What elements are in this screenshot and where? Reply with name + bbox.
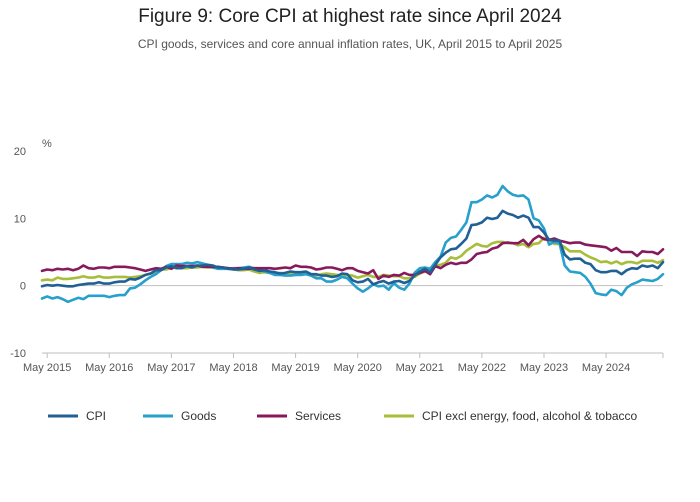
x-tick-label: May 2018 <box>209 362 257 374</box>
y-tick-label: 10 <box>14 213 26 225</box>
y-tick-label: 20 <box>14 146 26 158</box>
x-tick-label: May 2015 <box>23 362 71 374</box>
chart-subtitle: CPI goods, services and core annual infl… <box>137 37 563 51</box>
legend-label: Goods <box>181 409 216 423</box>
legend-label: CPI <box>86 409 106 423</box>
series-line-1 <box>40 209 665 288</box>
y-axis-label: % <box>42 138 52 150</box>
x-tick-label: May 2019 <box>271 362 319 374</box>
x-tick-label: May 2022 <box>458 362 506 374</box>
y-tick-label: 0 <box>20 281 26 293</box>
x-tick-label: May 2021 <box>396 362 444 374</box>
x-tick-label: May 2017 <box>147 362 195 374</box>
x-tick-label: May 2024 <box>582 362 630 374</box>
legend-label: CPI excl energy, food, alcohol & tobacco <box>422 409 638 423</box>
x-tick-label: May 2023 <box>520 362 568 374</box>
chart-title: Figure 9: Core CPI at highest rate since… <box>138 6 562 27</box>
x-tick-label: May 2020 <box>334 362 382 374</box>
legend-label: Services <box>295 409 341 423</box>
x-tick-label: May 2016 <box>85 362 133 374</box>
y-tick-label: -10 <box>10 348 26 360</box>
